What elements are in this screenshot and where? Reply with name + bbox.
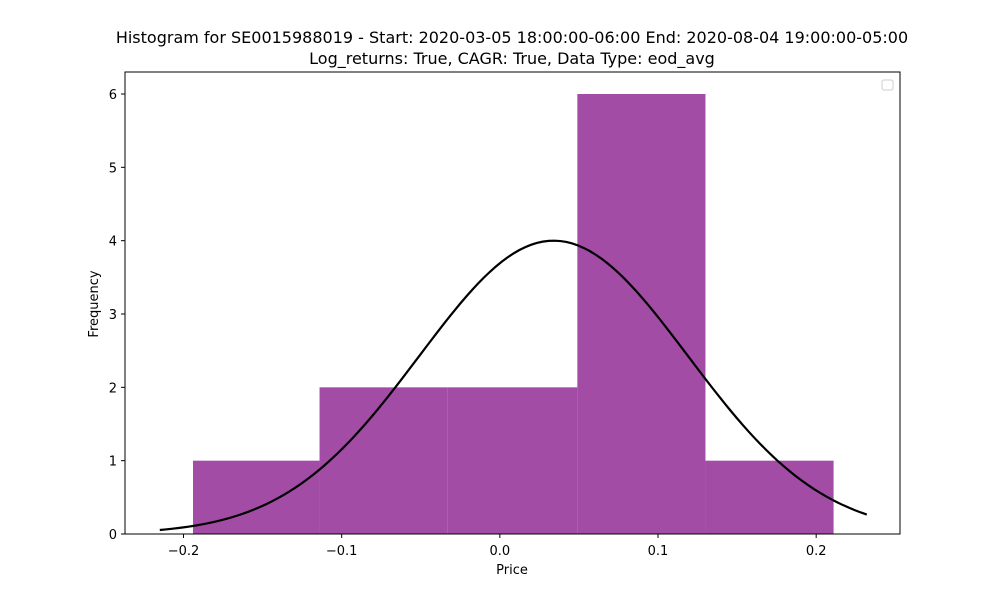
y-tick-label-5: 5: [109, 161, 117, 176]
chart-title-line1: Histogram for SE0015988019 - Start: 2020…: [116, 28, 908, 47]
legend-box: [881, 79, 894, 91]
x-tick-label-3: 0.1: [648, 544, 669, 559]
x-tick-label-1: −0.1: [326, 544, 358, 559]
x-tick-label-2: 0.0: [490, 544, 511, 559]
y-tick-label-2: 2: [109, 381, 117, 396]
y-tick-label-1: 1: [109, 455, 117, 470]
y-tick-label-4: 4: [109, 235, 117, 250]
y-tick-label-6: 6: [109, 88, 117, 103]
histogram-bar-3: [577, 94, 706, 534]
y-tick-label-3: 3: [109, 308, 117, 323]
x-tick-label-0: −0.2: [168, 544, 200, 559]
axes-frame: [124, 71, 901, 535]
y-tick-label-0: 0: [109, 528, 117, 543]
histogram-bar-1: [319, 387, 448, 534]
y-axis-label: Frequency: [87, 270, 102, 337]
x-tick-label-4: 0.2: [806, 544, 827, 559]
histogram-bar-4: [705, 460, 834, 534]
x-axis-label: Price: [496, 563, 528, 578]
chart-title-line2: Log_returns: True, CAGR: True, Data Type…: [309, 49, 715, 69]
fitted-normal-curve: [159, 239, 868, 532]
plot-area: −0.2 −0.1 0.0 0.1 0.2 0 1 2 3 4 5 6: [109, 71, 901, 559]
histogram-bar-2: [447, 387, 578, 534]
